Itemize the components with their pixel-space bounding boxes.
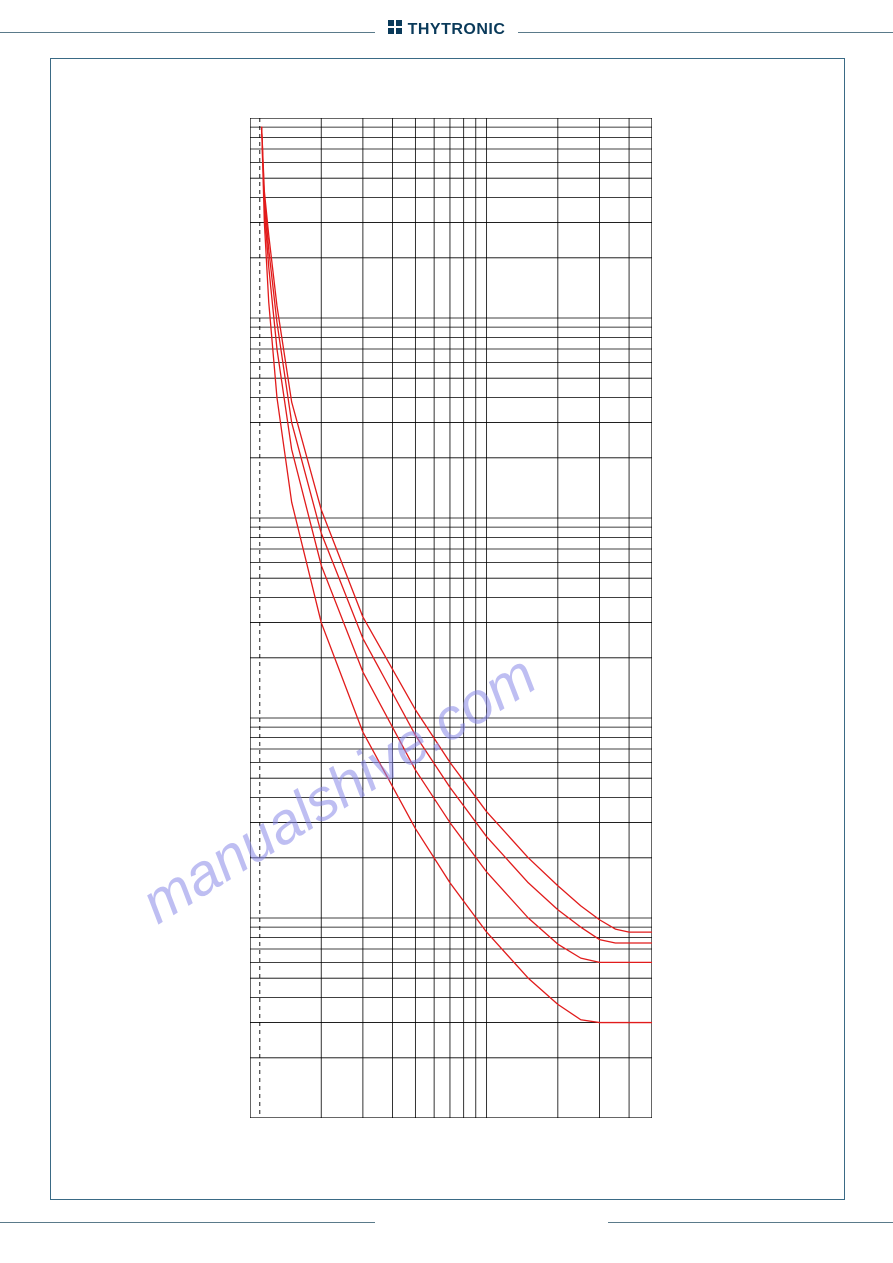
bottom-rule-left bbox=[0, 1222, 375, 1223]
brand-text: THYTRONIC bbox=[408, 21, 506, 39]
brand-header: THYTRONIC bbox=[0, 20, 893, 39]
time-current-chart bbox=[250, 118, 652, 1118]
brand-logo-icon bbox=[388, 20, 402, 39]
brand: THYTRONIC bbox=[388, 20, 506, 39]
manual-page: THYTRONIC manualshive.com bbox=[0, 0, 893, 1263]
bottom-rule-right bbox=[608, 1222, 893, 1223]
chart-svg bbox=[250, 118, 652, 1118]
